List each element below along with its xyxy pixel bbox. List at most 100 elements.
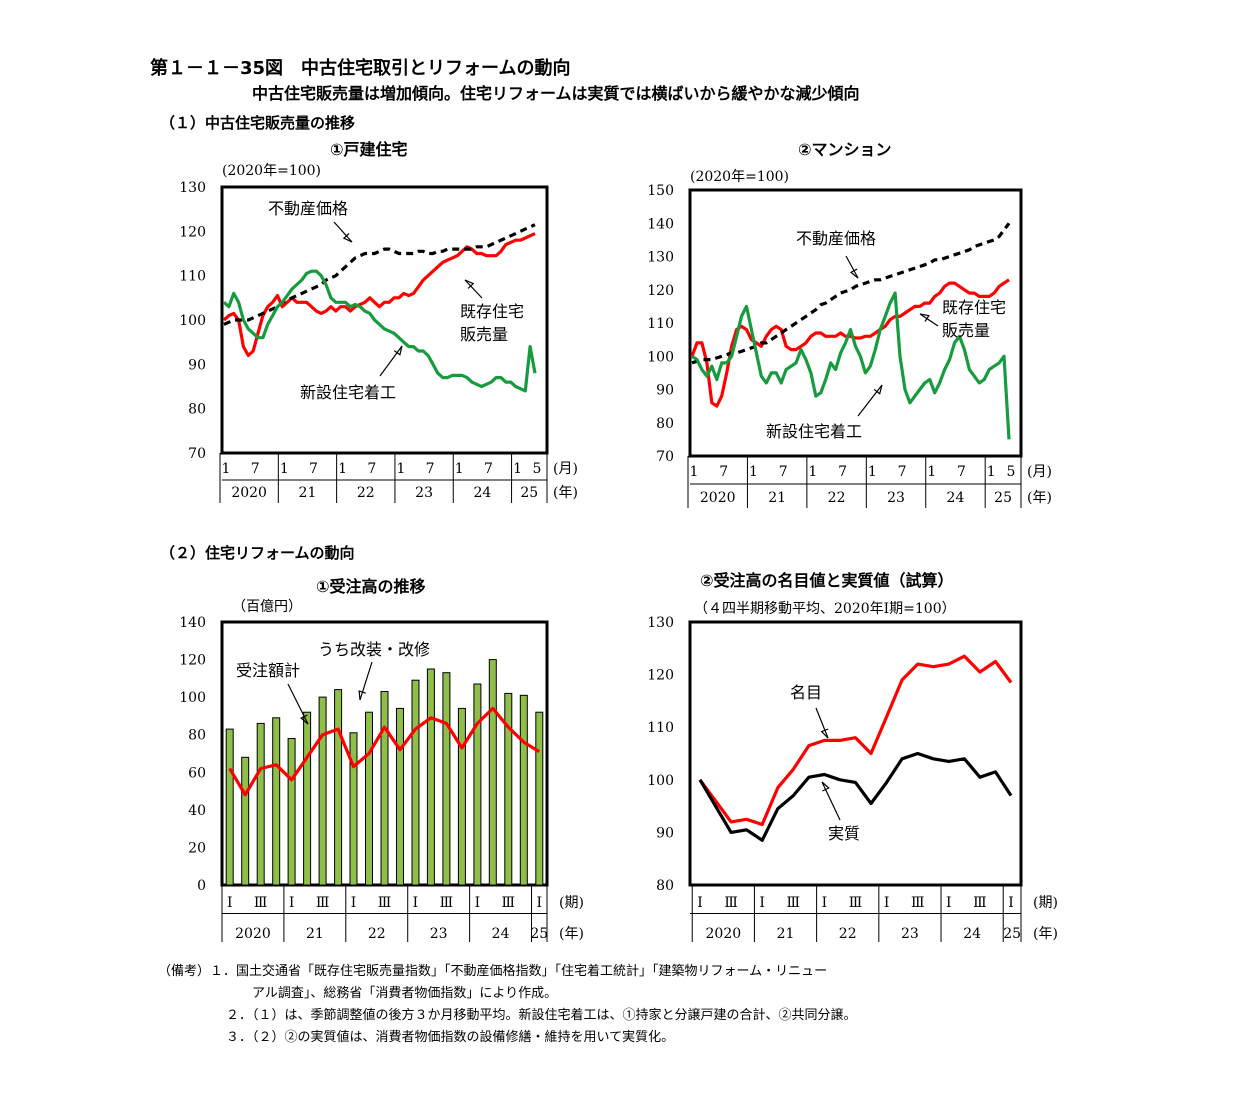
note-3: ３．（２）②の実質値は、消費者物価指数の設備修繕・維持を用いて実質化。	[226, 1030, 675, 1045]
panel1-year-label: 24	[473, 485, 491, 501]
panel3-year-label: 21	[306, 926, 324, 942]
panel4-quarter-tick: Ⅰ	[822, 895, 828, 911]
panel2-arrow-starts-head	[873, 384, 883, 395]
panel3-arrow-total-shaft	[287, 683, 309, 725]
panel4-quarter-tick: Ⅰ	[1008, 895, 1014, 911]
panel4-x-unit: (期)	[1033, 895, 1058, 911]
panel4-ytick-label: 120	[647, 668, 674, 684]
panel1-ytick-label: 90	[188, 357, 206, 373]
panel3-arrow-renovation-head	[358, 690, 367, 701]
panel3-arrow-total-head	[300, 714, 309, 725]
panel3-year-label: 23	[430, 926, 448, 942]
panel2-year-label: 24	[947, 490, 965, 506]
panel4-series-real	[698, 751, 1013, 842]
panel4-ytick-label: 90	[656, 825, 674, 841]
figure-subtitle: 中古住宅販売量は増加傾向。住宅リフォームは実質では横ばいから緩やかな減少傾向	[252, 84, 860, 103]
panel1-arrow-price-shaft	[333, 221, 353, 243]
figure-title: 第１－１－35図 中古住宅取引とリフォームの動向	[150, 58, 571, 79]
panel3-bar-total	[380, 691, 389, 886]
panel3-bar-total	[256, 722, 265, 886]
panel1-month-tick: 1	[513, 461, 522, 477]
panel1-year-unit: (年)	[553, 485, 578, 501]
panel4-year-label: 22	[839, 926, 857, 942]
note-2: ２．（１）は、季節調整値の後方３か月移動平均。新設住宅着工は、①持家と分譲戸建の…	[226, 1008, 857, 1023]
panel2-month-tick: 7	[838, 464, 847, 480]
panel3-bar-total	[488, 659, 497, 886]
panel4-unit: （４四半期移動平均、2020年Ⅰ期=100）	[694, 601, 956, 617]
panel4-quarter-tick: Ⅲ	[849, 895, 863, 911]
panel2-x-unit: (月)	[1027, 464, 1052, 480]
panel3-quarter-tick: Ⅰ	[475, 895, 481, 911]
panel3-bar-total	[411, 679, 420, 886]
panel2-year-label: 21	[768, 490, 786, 506]
panel3-bar-total	[442, 672, 451, 886]
panel1-year-label: 22	[357, 485, 375, 501]
panel3-ytick-label: 140	[179, 615, 206, 631]
panel1-month-tick: 7	[426, 461, 435, 477]
panel3-quarter-tick: Ⅲ	[502, 895, 516, 911]
panel3-arrow-renovation-shaft	[359, 661, 373, 701]
panel3-x-unit: (期)	[559, 895, 584, 911]
panel1-unit: (2020年=100)	[222, 163, 322, 179]
panel4-quarter-tick: Ⅰ	[697, 895, 703, 911]
panel2-series-existing-sales	[690, 278, 1010, 408]
panel3-quarter-tick: Ⅰ	[227, 895, 233, 911]
panel4-quarter-tick: Ⅰ	[884, 895, 890, 911]
panel2-arrow-price-shaft	[845, 255, 859, 279]
note-1: （備考）１．国土交通省「既存住宅販売量指数」「不動産価格指数」「住宅着工統計」「…	[158, 964, 828, 979]
panel3-bar-total	[241, 756, 250, 886]
panel4-arrow-nominal-head	[820, 728, 829, 739]
panel4-ytick-label: 100	[647, 773, 674, 789]
panel3-quarter-tick: Ⅰ	[413, 895, 419, 911]
note-1-cont: アル調査」、総務省「消費者物価指数」により作成。	[252, 986, 558, 1001]
panel1-annot-sales-2: 販売量	[460, 325, 508, 344]
panel1-title: ①戸建住宅	[330, 140, 408, 159]
panel2-ytick-label: 120	[647, 283, 674, 299]
panel2-year-unit: (年)	[1027, 490, 1052, 506]
panel2-unit: (2020年=100)	[690, 169, 790, 185]
panel3-ytick-label: 20	[188, 840, 206, 856]
panel3-bar-total	[272, 717, 281, 886]
panel2-year-label: 22	[828, 490, 846, 506]
panel4-quarter-tick: Ⅲ	[911, 895, 925, 911]
panel2-year-label: 2020	[700, 490, 736, 506]
panel2-annot-price: 不動産価格	[796, 229, 876, 248]
panel4-quarter-tick: Ⅰ	[946, 895, 952, 911]
panel2-month-tick: 7	[957, 464, 966, 480]
panel3-bar-total	[349, 732, 358, 886]
panel2-ytick-label: 90	[656, 383, 674, 399]
panel3-bar-total	[318, 696, 327, 886]
panel4-year-label: 21	[777, 926, 795, 942]
panel2-annot-starts: 新設住宅着工	[766, 422, 862, 441]
panel1-annot-price: 不動産価格	[268, 199, 348, 218]
panel3-year-label: 22	[368, 926, 386, 942]
panel3-quarter-tick: Ⅲ	[440, 895, 454, 911]
panel3-annot-renovation: うち改装・改修	[318, 640, 430, 659]
panel4-ytick-label: 110	[647, 720, 674, 736]
panel3-quarter-tick: Ⅲ	[254, 895, 268, 911]
panel1-month-tick: 1	[455, 461, 464, 477]
panel1-month-tick: 1	[396, 461, 405, 477]
panel4-arrow-nominal-shaft	[815, 707, 829, 739]
panel1-year-label: 25	[520, 485, 538, 501]
panel2-plot-frame	[688, 188, 1023, 458]
panel1-month-tick: 7	[484, 461, 493, 477]
panel3-quarter-tick: Ⅰ	[289, 895, 295, 911]
panel1-series-new-construction	[222, 269, 537, 393]
panel1-arrow-sales-head	[464, 279, 475, 289]
panel1-month-tick: 1	[280, 461, 289, 477]
panel1-year-label: 21	[299, 485, 317, 501]
panel4-year-label: 23	[901, 926, 919, 942]
panel4-arrow-real-shaft	[821, 781, 841, 821]
panel2-arrow-sales-shaft	[919, 313, 939, 327]
panel4-quarter-tick: Ⅲ	[787, 895, 801, 911]
panel2-arrow-price-head	[849, 268, 859, 279]
panel1-month-tick: 7	[367, 461, 376, 477]
panel3-bar-total	[519, 694, 528, 886]
panel1-ytick-label: 70	[188, 446, 206, 462]
panel4-ytick-label: 80	[656, 878, 674, 894]
panel2-month-tick: 7	[719, 464, 728, 480]
panel2-arrow-starts-shaft	[857, 384, 883, 417]
panel3-ytick-label: 40	[188, 803, 206, 819]
